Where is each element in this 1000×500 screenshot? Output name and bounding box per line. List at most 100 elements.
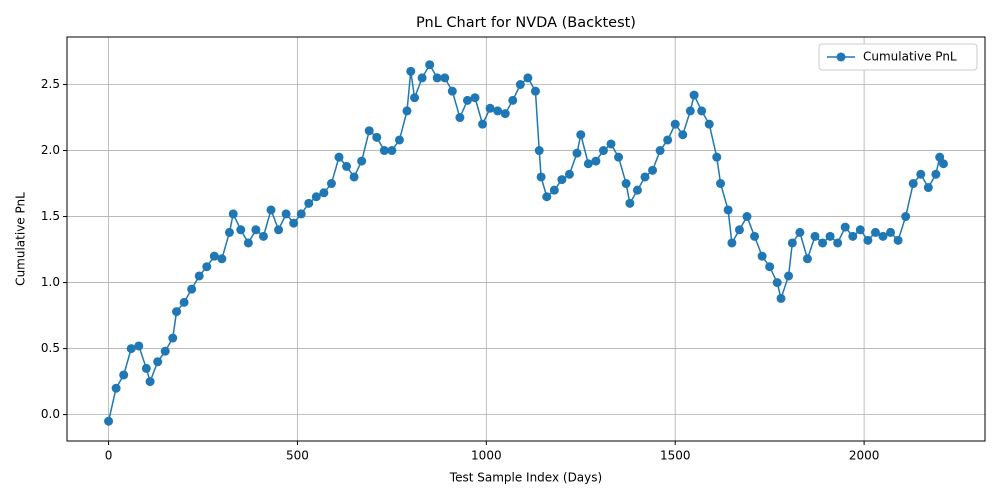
point xyxy=(716,179,726,189)
y-tick-label: 1.0 xyxy=(41,275,60,289)
point xyxy=(712,152,722,162)
point xyxy=(243,238,253,248)
point xyxy=(508,95,518,105)
point xyxy=(576,130,586,140)
point xyxy=(515,80,525,90)
point xyxy=(406,66,416,76)
point xyxy=(855,225,865,235)
point xyxy=(485,103,495,113)
point xyxy=(523,73,533,83)
point xyxy=(901,212,911,222)
point xyxy=(530,86,540,96)
point xyxy=(432,73,442,83)
point xyxy=(825,231,835,241)
point xyxy=(357,156,367,166)
point xyxy=(772,278,782,288)
point xyxy=(425,60,435,70)
point xyxy=(274,225,284,235)
point xyxy=(655,146,665,156)
point xyxy=(440,73,450,83)
point xyxy=(168,333,178,343)
x-tick-label: 2000 xyxy=(849,449,880,463)
x-tick-label: 1500 xyxy=(660,449,691,463)
point xyxy=(564,169,574,179)
point xyxy=(500,109,510,119)
point xyxy=(493,106,503,116)
legend-marker xyxy=(836,52,846,62)
point xyxy=(296,209,306,219)
point xyxy=(470,93,480,103)
point xyxy=(689,90,699,100)
point xyxy=(410,93,420,103)
point xyxy=(802,254,812,264)
point xyxy=(224,227,234,237)
point xyxy=(153,357,163,367)
point xyxy=(304,198,314,208)
point xyxy=(757,251,767,261)
point xyxy=(704,119,714,129)
legend: Cumulative PnL xyxy=(818,43,978,71)
point xyxy=(387,146,397,156)
point xyxy=(447,86,457,96)
point xyxy=(202,262,212,272)
point xyxy=(104,416,114,426)
point xyxy=(784,271,794,281)
point xyxy=(194,271,204,281)
point xyxy=(583,159,593,169)
point xyxy=(342,161,352,171)
point xyxy=(632,185,642,195)
point xyxy=(236,225,246,235)
x-tick-label: 0 xyxy=(105,449,113,463)
point xyxy=(478,119,488,129)
point xyxy=(621,179,631,189)
point xyxy=(179,297,189,307)
point xyxy=(111,383,121,393)
point xyxy=(549,185,559,195)
point xyxy=(326,179,336,189)
point xyxy=(663,135,673,145)
point xyxy=(734,225,744,235)
point xyxy=(251,225,261,235)
point xyxy=(289,218,299,228)
point xyxy=(886,227,896,237)
y-tick-label: 1.5 xyxy=(41,209,60,223)
point xyxy=(311,192,321,202)
point xyxy=(364,126,374,136)
point xyxy=(776,293,786,303)
point xyxy=(787,238,797,248)
point xyxy=(141,363,151,373)
point xyxy=(878,231,888,241)
point xyxy=(349,172,359,182)
point xyxy=(935,152,945,162)
point xyxy=(893,235,903,245)
point xyxy=(598,146,608,156)
legend-label: Cumulative PnL xyxy=(863,50,957,64)
y-tick-label: 0.5 xyxy=(41,341,60,355)
point xyxy=(536,172,546,182)
point xyxy=(160,346,170,356)
point xyxy=(795,227,805,237)
point xyxy=(606,139,616,149)
point xyxy=(217,254,227,264)
point xyxy=(765,262,775,272)
point xyxy=(742,212,752,222)
point xyxy=(534,146,544,156)
point xyxy=(840,222,850,232)
point xyxy=(119,370,129,380)
point xyxy=(685,106,695,116)
point xyxy=(640,172,650,182)
point xyxy=(625,198,635,208)
y-axis-label: Cumulative PnL xyxy=(14,192,28,286)
point xyxy=(833,238,843,248)
point xyxy=(848,231,858,241)
point xyxy=(916,169,926,179)
point xyxy=(870,227,880,237)
y-tick-label: 2.0 xyxy=(41,143,60,157)
axes-frame xyxy=(66,36,986,442)
point xyxy=(648,165,658,175)
point xyxy=(750,231,760,241)
point xyxy=(209,251,219,261)
legend-box xyxy=(818,43,978,71)
point xyxy=(145,377,155,387)
